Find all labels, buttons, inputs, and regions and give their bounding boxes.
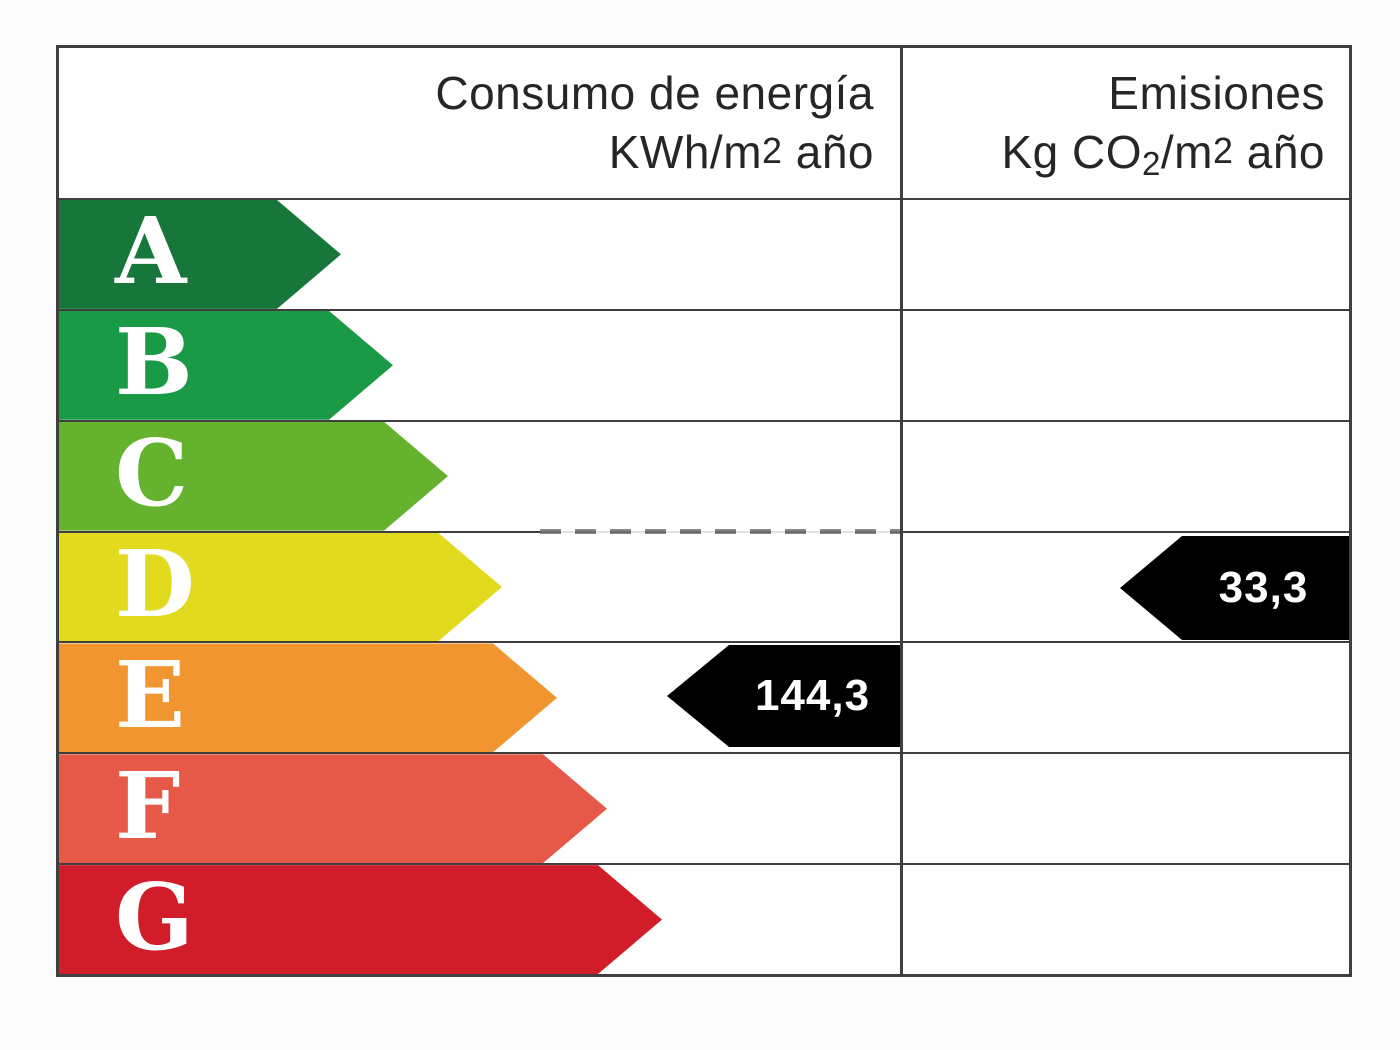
co2-subscript: 2	[1141, 146, 1161, 184]
consumption-header-line2: KWh/m2 año	[608, 126, 874, 178]
rating-arrow-b: B	[59, 311, 393, 420]
rating-letter-d: D	[115, 530, 195, 638]
watermark-dashed-line-artifact	[540, 529, 900, 534]
rating-arrow-e: E	[59, 643, 557, 752]
rating-arrow-c: C	[59, 422, 448, 531]
consumption-header-line1: Consumo de energía	[435, 67, 874, 120]
rating-arrow-a: A	[59, 200, 341, 309]
rating-letter-g: G	[115, 862, 194, 971]
rating-row-a: A	[59, 198, 1349, 309]
rating-letter-f: F	[115, 751, 181, 860]
rating-row-e: E	[59, 641, 1349, 752]
rating-letter-e: E	[115, 640, 186, 749]
emissions-value: 33,3	[1218, 563, 1309, 612]
rating-row-d: D	[59, 530, 1349, 642]
emissions-header: Emisiones Kg CO2/m2 año	[900, 48, 1349, 198]
squared-exponent: 2	[762, 130, 783, 171]
rating-row-c: C	[59, 419, 1349, 531]
rating-arrow-d: D	[59, 533, 502, 642]
emissions-header-line2: Kg CO2/m2 año	[1001, 126, 1325, 184]
rating-row-g: G	[59, 863, 1349, 974]
rating-row-f: F	[59, 752, 1349, 863]
rating-arrow-g: G	[59, 865, 662, 974]
consumption-value: 144,3	[754, 671, 871, 720]
rating-letter-c: C	[115, 419, 189, 528]
certificate-table: Consumo de energía KWh/m2 año Emisiones …	[56, 45, 1352, 977]
emissions-header-line1: Emisiones	[1108, 67, 1325, 120]
squared-exponent: 2	[1213, 130, 1234, 171]
rating-letter-b: B	[115, 308, 193, 417]
rating-row-b: B	[59, 308, 1349, 420]
header-row: Consumo de energía KWh/m2 año Emisiones …	[59, 48, 1349, 198]
column-divider	[900, 48, 903, 974]
consumption-header: Consumo de energía KWh/m2 año	[59, 48, 900, 198]
rating-arrow-f: F	[59, 754, 607, 863]
rating-letter-a: A	[115, 197, 187, 306]
